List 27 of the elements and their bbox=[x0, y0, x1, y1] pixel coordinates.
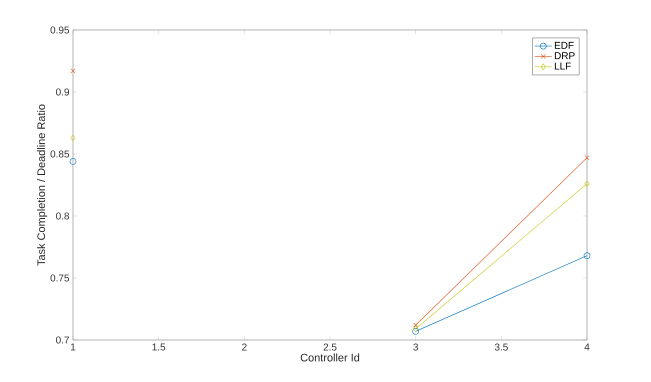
y-tick-label: 0.8 bbox=[56, 212, 70, 220]
legend-label: LLF bbox=[554, 62, 571, 70]
point bbox=[70, 134, 76, 142]
x-tick-label: 2 bbox=[242, 344, 247, 350]
point bbox=[70, 68, 76, 74]
point bbox=[412, 328, 419, 335]
y-tick-label: 0.75 bbox=[50, 274, 70, 282]
point bbox=[70, 158, 76, 165]
x-tick-label: 2.5 bbox=[324, 344, 337, 351]
y-axis-title: Task Completion / Deadline Ratio bbox=[37, 104, 48, 266]
x-axis-title: Controller Id bbox=[300, 353, 360, 362]
y-tick-label: 0.95 bbox=[50, 26, 70, 34]
y-tick-label: 0.85 bbox=[50, 150, 70, 158]
legend-label: DRP bbox=[554, 52, 575, 60]
legend-label: EDF bbox=[554, 42, 574, 49]
point bbox=[584, 252, 590, 259]
x-tick-label: 3 bbox=[413, 344, 418, 351]
x-tick-label: 1.5 bbox=[152, 344, 166, 350]
y-tick-label: 0.9 bbox=[56, 88, 70, 96]
x-tick-label: 4 bbox=[584, 344, 590, 350]
point bbox=[413, 322, 418, 328]
point bbox=[584, 180, 590, 188]
point bbox=[413, 326, 418, 332]
x-tick-label: 1 bbox=[71, 344, 76, 350]
x-tick-label: 3.5 bbox=[494, 344, 508, 351]
y-tick-label: 0.7 bbox=[56, 336, 69, 344]
point bbox=[584, 155, 590, 160]
